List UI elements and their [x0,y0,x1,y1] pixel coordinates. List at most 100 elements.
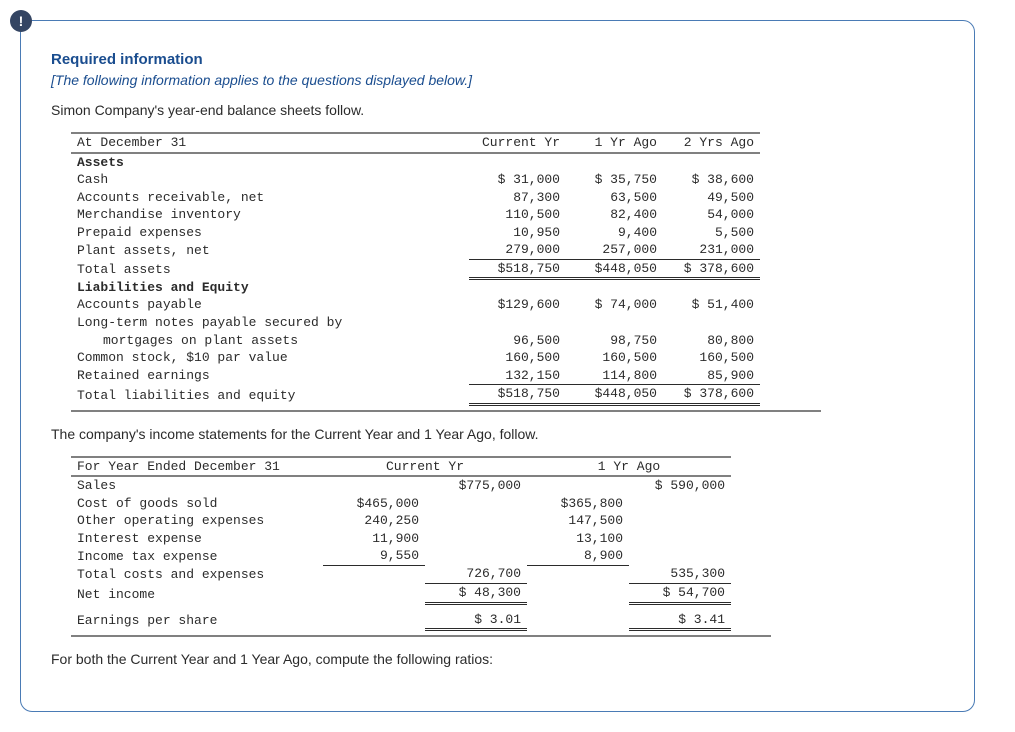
cell: 96,500 [469,332,566,350]
table-row: Cash $ 31,000 $ 35,750 $ 38,600 [71,171,760,189]
applies-subtitle: [The following information applies to th… [51,72,944,88]
intro-text: Simon Company's year-end balance sheets … [51,102,944,118]
cell: $ 54,700 [629,584,731,604]
row-label: Prepaid expenses [71,224,469,242]
row-label: Earnings per share [71,611,323,630]
col-header: Current Yr [469,133,566,153]
balance-sheet-table: At December 31 Current Yr 1 Yr Ago 2 Yrs… [71,132,760,406]
cell: $ 35,750 [566,171,663,189]
cell: 160,500 [469,349,566,367]
cell: $ 51,400 [663,296,760,314]
cell: $518,750 [469,259,566,279]
table-row: Net income $ 48,300 $ 54,700 [71,584,731,604]
table-row: mortgages on plant assets 96,500 98,750 … [71,332,760,350]
row-label: Interest expense [71,530,323,548]
table-row: Earnings per share $ 3.01 $ 3.41 [71,611,731,630]
cell: $129,600 [469,296,566,314]
cell: 132,150 [469,367,566,385]
row-label: Merchandise inventory [71,206,469,224]
table-row: Prepaid expenses 10,950 9,400 5,500 [71,224,760,242]
row-label: Cash [71,171,469,189]
row-label: Common stock, $10 par value [71,349,469,367]
table-rule [71,410,821,412]
table-row: Cost of goods sold $465,000 $365,800 [71,495,731,513]
cell: 5,500 [663,224,760,242]
cell: 10,950 [469,224,566,242]
cell: 82,400 [566,206,663,224]
total-row: Total liabilities and equity $518,750 $4… [71,385,760,405]
row-label: Cost of goods sold [71,495,323,513]
table-row: Other operating expenses 240,250 147,500 [71,512,731,530]
row-label: Sales [71,476,323,495]
cell: 114,800 [566,367,663,385]
cell: 87,300 [469,189,566,207]
table-row: Income tax expense 9,550 8,900 [71,547,731,565]
col-header: 2 Yrs Ago [663,133,760,153]
table-row: Accounts payable $129,600 $ 74,000 $ 51,… [71,296,760,314]
row-label: Total assets [71,259,469,279]
cell: 147,500 [527,512,629,530]
mid-paragraph: The company's income statements for the … [51,426,944,442]
table-row: Total costs and expenses 726,700 535,300 [71,565,731,583]
cell: $365,800 [527,495,629,513]
cell: 535,300 [629,565,731,583]
cell: 231,000 [663,241,760,259]
section-label-row: Liabilities and Equity [71,279,760,297]
cell: 85,900 [663,367,760,385]
row-label: Total costs and expenses [71,565,323,583]
row-label: mortgages on plant assets [71,332,469,350]
cell: 279,000 [469,241,566,259]
cell: $ 74,000 [566,296,663,314]
table-row: Plant assets, net 279,000 257,000 231,00… [71,241,760,259]
table-row: Long-term notes payable secured by [71,314,760,332]
cell: $ 31,000 [469,171,566,189]
cell: 240,250 [323,512,425,530]
cell: $ 48,300 [425,584,527,604]
income-statement-table: For Year Ended December 31 Current Yr 1 … [71,456,731,631]
col-header: Current Yr [323,457,527,477]
spacer-row [71,603,731,611]
table-row: Accounts receivable, net 87,300 63,500 4… [71,189,760,207]
cell: 54,000 [663,206,760,224]
row-label: Long-term notes payable secured by [71,314,469,332]
cell: $ 3.01 [425,611,527,630]
cell: 49,500 [663,189,760,207]
row-label: Accounts payable [71,296,469,314]
question-card: ! Required information [The following in… [20,20,975,712]
footer-paragraph: For both the Current Year and 1 Year Ago… [51,651,944,667]
cell: $775,000 [425,476,527,495]
cell: 726,700 [425,565,527,583]
cell: 9,550 [323,547,425,565]
col-header: At December 31 [71,133,469,153]
cell: 63,500 [566,189,663,207]
row-label: Other operating expenses [71,512,323,530]
table-header-row: For Year Ended December 31 Current Yr 1 … [71,457,731,477]
alert-badge: ! [10,10,32,32]
cell: $448,050 [566,385,663,405]
cell: $ 378,600 [663,385,760,405]
row-label: Net income [71,584,323,604]
cell: $ 3.41 [629,611,731,630]
row-label: Plant assets, net [71,241,469,259]
col-header: 1 Yr Ago [566,133,663,153]
cell: 13,100 [527,530,629,548]
cell: $518,750 [469,385,566,405]
cell: 9,400 [566,224,663,242]
col-header: For Year Ended December 31 [71,457,323,477]
cell: 110,500 [469,206,566,224]
cell: 80,800 [663,332,760,350]
cell: $465,000 [323,495,425,513]
table-row: Common stock, $10 par value 160,500 160,… [71,349,760,367]
liabilities-equity-label: Liabilities and Equity [71,279,469,297]
cell: $ 590,000 [629,476,731,495]
cell: $448,050 [566,259,663,279]
row-label: Accounts receivable, net [71,189,469,207]
required-info-title: Required information [51,51,944,68]
cell: 98,750 [566,332,663,350]
cell: $ 38,600 [663,171,760,189]
col-header: 1 Yr Ago [527,457,731,477]
table-row: Sales $775,000 $ 590,000 [71,476,731,495]
table-header-row: At December 31 Current Yr 1 Yr Ago 2 Yrs… [71,133,760,153]
section-label-row: Assets [71,153,760,172]
cell: 160,500 [566,349,663,367]
